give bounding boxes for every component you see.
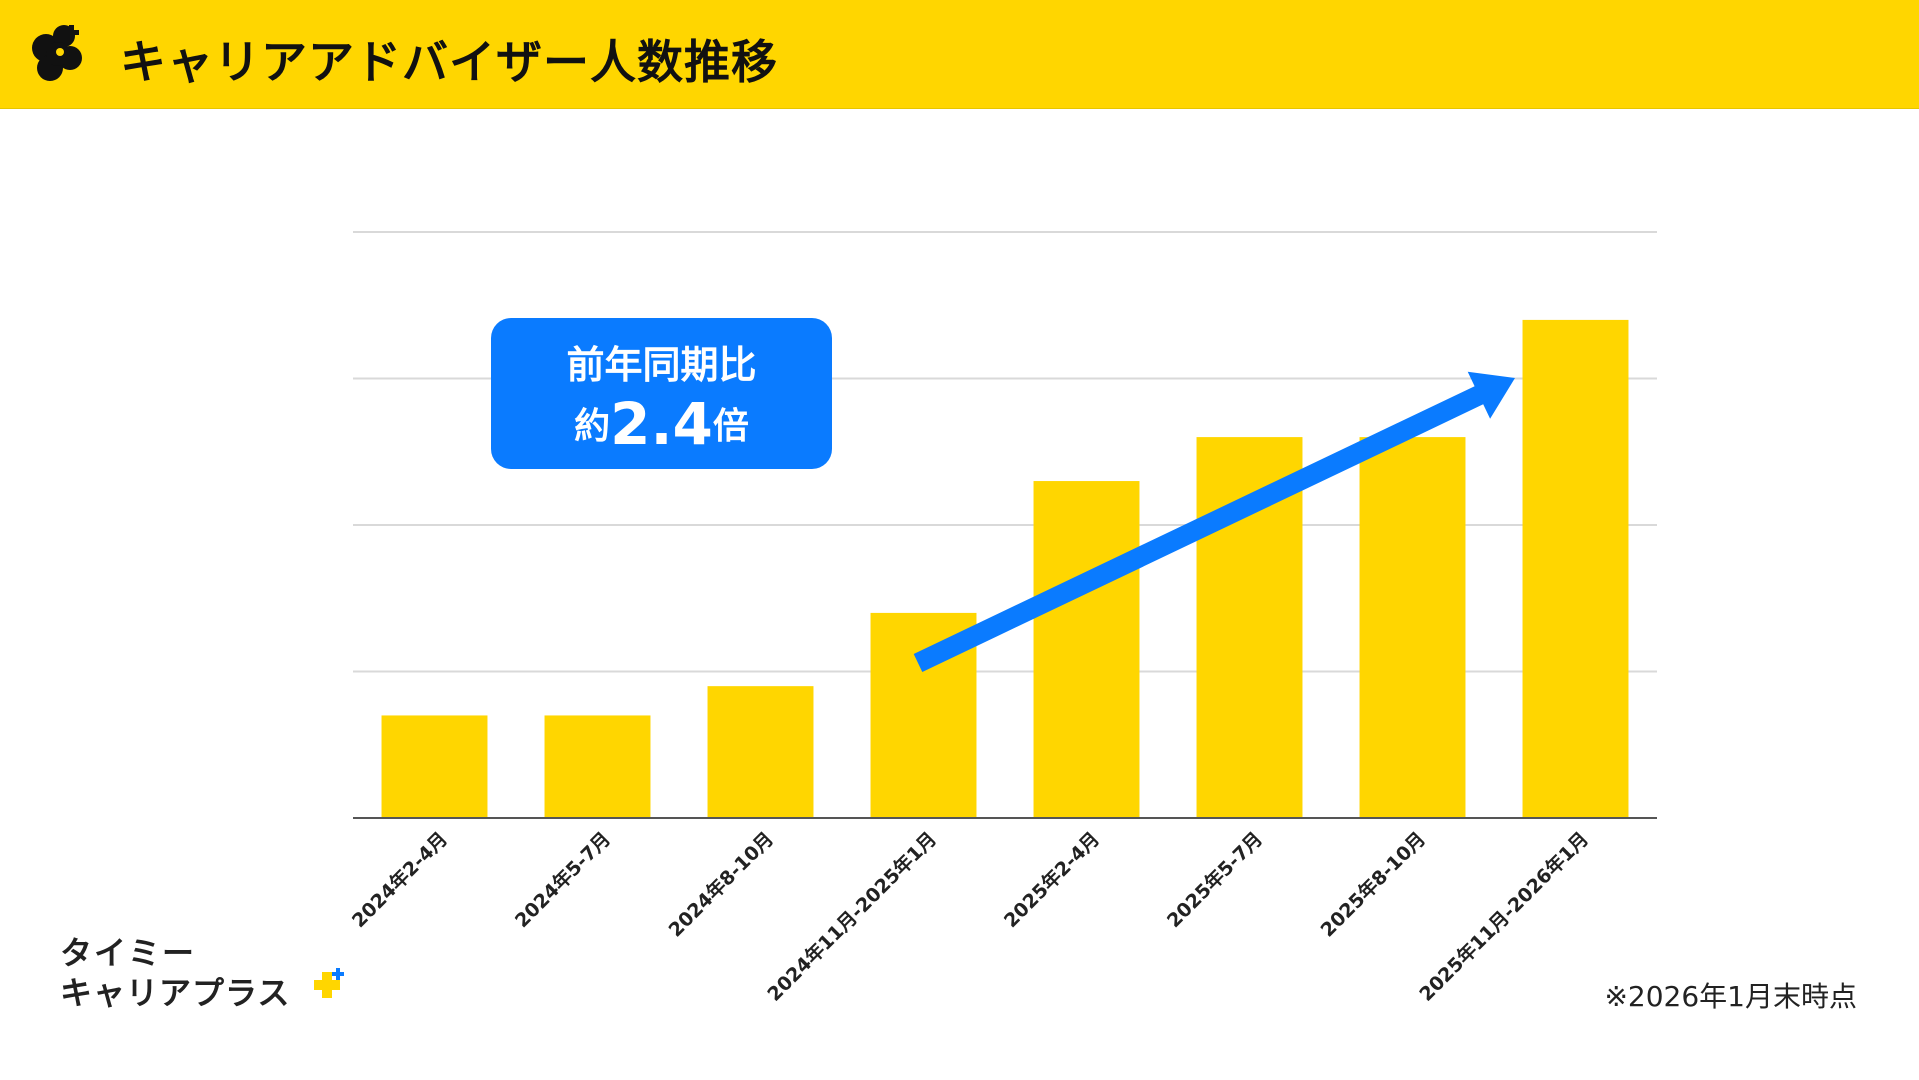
brand-logo: タイミー キャリアプラス <box>60 928 360 1012</box>
brand-line1: タイミー <box>60 934 197 972</box>
x-tick-label: 2025年5-7月 <box>1162 827 1267 932</box>
bar-3 <box>707 686 814 818</box>
plus-sparkle-icon <box>314 968 344 998</box>
callout-value-line: 約2.4倍 <box>491 390 832 458</box>
callout-suffix: 倍 <box>712 406 749 447</box>
header-bar: キャリアアドバイザー人数推移 <box>0 0 1919 109</box>
callout-heading: 前年同期比 <box>566 343 757 387</box>
x-tick-label: 2025年2-4月 <box>999 827 1104 932</box>
yoy-callout: 前年同期比 約2.4倍 <box>491 318 832 469</box>
bar-1 <box>381 715 488 818</box>
bar-5 <box>1033 481 1140 818</box>
bar-2 <box>544 715 651 818</box>
brand-line2: キャリアプラス <box>60 974 291 1012</box>
x-tick-label: 2025年11月-2026年1月 <box>1415 827 1593 1005</box>
bar-7 <box>1359 437 1466 818</box>
x-tick-label: 2025年8-10月 <box>1316 827 1430 941</box>
four-leaf-clover-icon <box>32 25 82 81</box>
callout-value: 2.4 <box>610 390 713 458</box>
page-title: キャリアアドバイザー人数推移 <box>120 35 778 89</box>
x-tick-label: 2024年5-7月 <box>510 827 615 932</box>
footnote: ※2026年1月末時点 <box>1604 980 1857 1013</box>
callout-prefix: 約 <box>574 406 611 447</box>
x-tick-label: 2024年8-10月 <box>664 827 778 941</box>
bar-8 <box>1522 319 1629 818</box>
x-tick-label: 2024年11月-2025年1月 <box>763 827 941 1005</box>
x-tick-label: 2024年2-4月 <box>347 827 452 932</box>
trend-arrow <box>913 371 1515 672</box>
